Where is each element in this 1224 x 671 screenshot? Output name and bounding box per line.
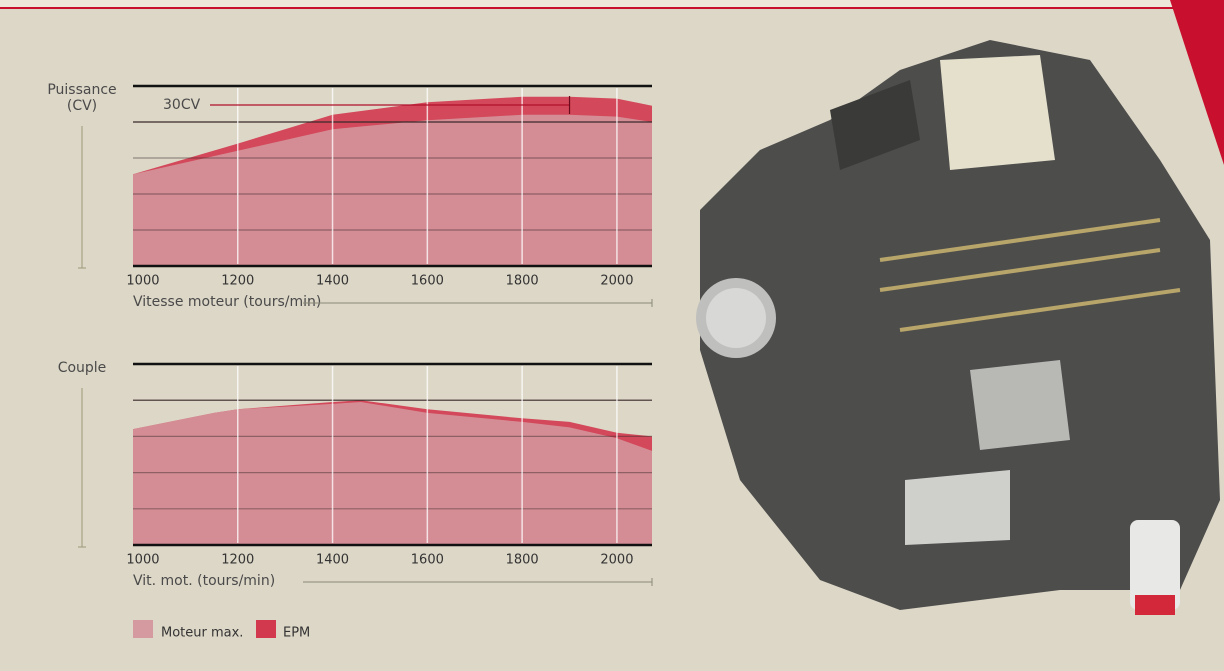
legend: Moteur max. EPM (133, 620, 310, 641)
legend-label: EPM (283, 626, 310, 641)
x-tick-label: 1800 (506, 274, 539, 289)
x-axis-label: Vitesse moteur (tours/min) (133, 294, 321, 310)
chart: Moteur max. EPM 1000 1200 1400 1600 1800 2000… (0, 0, 1224, 667)
x-tick-label: 1200 (221, 274, 254, 289)
y-axis-label: Couple (58, 360, 107, 376)
corner-ribbon (1170, 0, 1224, 165)
page: {"chart_data": [ {"type": "area", "ylabe… (0, 0, 1224, 667)
annotation: 30CV (163, 97, 201, 113)
x-tick-label: 1000 (126, 553, 159, 568)
x-tick-label: 1200 (221, 553, 254, 568)
y-axis-label: Puissance (47, 82, 116, 98)
top-band (0, 0, 1224, 8)
x-tick-label: 1000 (126, 274, 159, 289)
legend-label: Moteur max. (161, 626, 243, 641)
legend-swatch (133, 620, 153, 638)
x-tick-label: 1600 (411, 274, 444, 289)
x-tick-label: 2000 (600, 553, 633, 568)
x-tick-label: 2000 (600, 274, 633, 289)
x-tick-label: 1800 (506, 553, 539, 568)
x-tick-label: 1400 (316, 274, 349, 289)
x-tick-label: 1400 (316, 553, 349, 568)
engine-image (696, 40, 1220, 615)
x-axis-label: Vit. mot. (tours/min) (133, 573, 275, 589)
legend-swatch (256, 620, 276, 638)
y-axis-label: (CV) (67, 98, 97, 114)
x-tick-label: 1600 (411, 553, 444, 568)
area (133, 115, 652, 266)
